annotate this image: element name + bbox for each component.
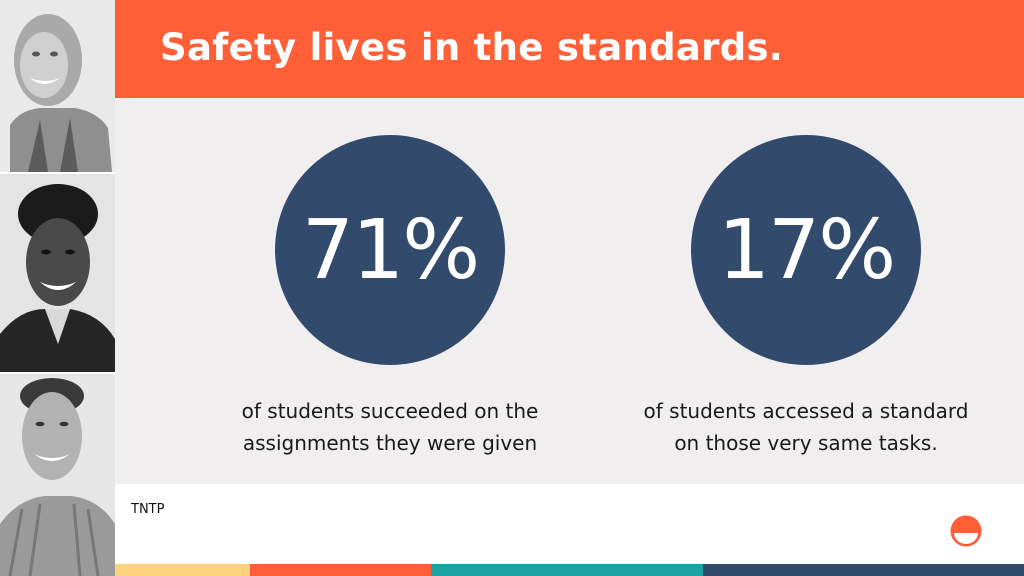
stat-caption-line: assignments they were given: [242, 431, 538, 455]
stat-circle: 71%: [275, 135, 505, 365]
portrait-photo-2: [0, 174, 115, 372]
stripe-orange: [250, 564, 431, 576]
half-smile-logo-icon: [950, 515, 982, 547]
slide-title: Safety lives in the standards.: [160, 26, 784, 69]
portrait-column: [0, 0, 115, 576]
stripe-yellow: [115, 564, 250, 576]
stat-caption-line: of students succeeded on the: [241, 399, 539, 423]
stat-caption-line: on those very same tasks.: [674, 431, 938, 455]
stripe-teal: [431, 564, 703, 576]
stripe-navy: [703, 564, 1024, 576]
stat-caption-line: of students accessed a standard: [643, 399, 969, 423]
stat-value: 17%: [717, 202, 896, 298]
stat-caption: of students accessed a standard on those…: [606, 395, 1006, 459]
stats-panel: 71% of students succeeded on the assignm…: [115, 98, 1024, 484]
stat-block-succeeded: 71% of students succeeded on the assignm…: [190, 98, 590, 459]
smiling-man-photo: [0, 374, 115, 576]
smiling-woman-photo: [0, 0, 115, 172]
stat-caption: of students succeeded on the assignments…: [190, 395, 590, 459]
portrait-photo-1: [0, 0, 115, 172]
footer-brand-label: TNTP: [131, 502, 165, 517]
stat-circle: 17%: [691, 135, 921, 365]
title-bar: Safety lives in the standards.: [115, 0, 1024, 98]
stat-value: 71%: [301, 202, 480, 298]
stat-block-accessed: 17% of students accessed a standard on t…: [606, 98, 1006, 459]
smiling-woman-photo: [0, 174, 115, 372]
portrait-photo-3: [0, 374, 115, 576]
